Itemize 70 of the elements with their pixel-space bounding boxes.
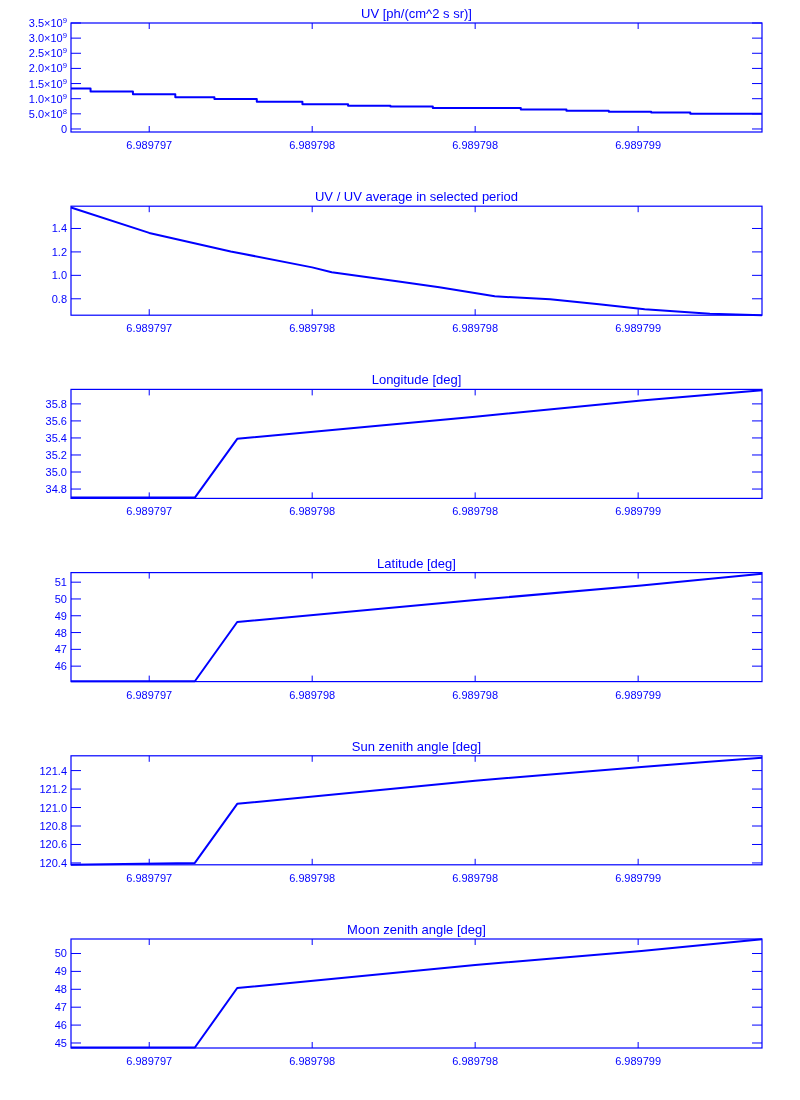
x-tick-label: 6.989797 xyxy=(126,322,173,335)
x-tick-label: 6.989799 xyxy=(615,139,662,151)
y-tick-label: 48 xyxy=(54,626,67,639)
x-tick-label: 6.989797 xyxy=(126,1055,173,1067)
x-tick-label: 6.989798 xyxy=(289,139,336,151)
x-tick-label: 6.989798 xyxy=(452,871,499,884)
chart-title: UV / UV average in selected period xyxy=(314,189,519,205)
y-tick-label: 5.0×10$^{8}$ xyxy=(28,106,67,120)
x-tick-label: 6.989798 xyxy=(289,505,336,518)
y-tick-label: 35.2 xyxy=(45,448,67,461)
x-tick-label: 6.989797 xyxy=(126,688,173,701)
y-tick-label: 46 xyxy=(54,660,67,673)
x-tick-label: 6.989798 xyxy=(289,322,336,335)
y-tick-label: 3.0×10$^{9}$ xyxy=(28,30,67,45)
x-tick-label: 6.989799 xyxy=(615,688,662,701)
x-tick-label: 6.989798 xyxy=(452,1055,499,1067)
y-tick-label: 1.4 xyxy=(51,222,67,235)
chart-title: Moon zenith angle [deg] xyxy=(347,922,486,937)
y-tick-label: 34.8 xyxy=(45,483,67,496)
y-tick-label: 50 xyxy=(54,947,67,960)
y-tick-label: 0 xyxy=(60,122,67,135)
y-tick-label: 50 xyxy=(54,592,67,605)
y-tick-label: 51 xyxy=(54,576,67,589)
x-tick-label: 6.989799 xyxy=(615,322,662,335)
y-tick-label: 35.6 xyxy=(45,414,67,427)
x-tick-label: 6.989797 xyxy=(126,871,173,884)
x-tick-label: 6.989798 xyxy=(452,688,499,701)
line-series xyxy=(70,572,763,683)
chart-title: Sun zenith angle [deg] xyxy=(351,738,482,754)
y-tick-label: 1.2 xyxy=(51,245,67,258)
y-tick-label: 35.8 xyxy=(45,397,67,410)
line-series xyxy=(70,389,763,499)
y-tick-label: 3.5×10$^{9}$ xyxy=(28,15,67,29)
y-tick-label: 120.4 xyxy=(39,856,67,869)
x-tick-label: 6.989798 xyxy=(289,688,336,701)
chart-title: UV [ph/(cm^2 s sr)] xyxy=(361,6,472,21)
line-series xyxy=(70,206,763,317)
x-tick-label: 6.989798 xyxy=(452,322,499,335)
y-tick-label: 1.0×10$^{9}$ xyxy=(28,91,67,105)
y-tick-label: 120.6 xyxy=(39,838,67,851)
y-tick-label: 2.5×10$^{9}$ xyxy=(28,45,67,60)
y-tick-label: 46 xyxy=(54,1019,67,1032)
x-tick-label: 6.989799 xyxy=(615,1055,662,1067)
x-tick-label: 6.989799 xyxy=(615,871,662,884)
chart-title: Longitude [deg] xyxy=(371,372,462,388)
y-tick-label: 2.0×10$^{9}$ xyxy=(28,60,67,75)
y-tick-label: 1.0 xyxy=(51,269,67,282)
y-tick-label: 1.5×10$^{9}$ xyxy=(28,76,67,90)
chart-title: Latitude [deg] xyxy=(377,555,456,571)
y-tick-label: 121.0 xyxy=(39,801,67,814)
line-series xyxy=(70,938,763,1049)
y-tick-label: 35.0 xyxy=(45,466,67,478)
y-tick-label: 0.8 xyxy=(51,292,67,305)
y-tick-label: 35.4 xyxy=(45,431,67,444)
x-tick-label: 6.989799 xyxy=(615,505,662,518)
x-tick-label: 6.989797 xyxy=(126,505,173,518)
y-tick-label: 47 xyxy=(54,643,67,656)
x-tick-label: 6.989798 xyxy=(452,505,499,518)
y-tick-label: 49 xyxy=(54,609,67,622)
y-tick-label: 48 xyxy=(54,983,67,996)
y-tick-label: 47 xyxy=(54,1001,67,1014)
y-tick-label: 120.8 xyxy=(39,820,67,832)
x-tick-label: 6.989798 xyxy=(289,1055,336,1067)
x-tick-label: 6.989798 xyxy=(289,871,336,884)
y-tick-label: 121.2 xyxy=(39,783,67,796)
y-tick-label: 45 xyxy=(54,1036,67,1049)
x-tick-label: 6.989797 xyxy=(126,139,173,151)
x-tick-label: 6.989798 xyxy=(452,139,499,151)
y-tick-label: 49 xyxy=(54,965,67,978)
y-tick-label: 121.4 xyxy=(39,764,67,777)
